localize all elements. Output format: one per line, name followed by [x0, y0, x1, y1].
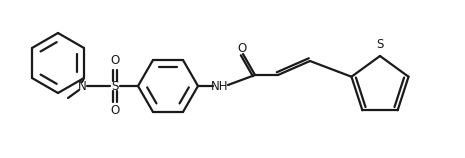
Text: S: S: [111, 79, 119, 92]
Text: N: N: [78, 79, 86, 92]
Text: S: S: [376, 38, 384, 51]
Text: NH: NH: [211, 79, 229, 92]
Text: O: O: [110, 104, 120, 118]
Text: O: O: [237, 42, 246, 55]
Text: O: O: [110, 55, 120, 67]
